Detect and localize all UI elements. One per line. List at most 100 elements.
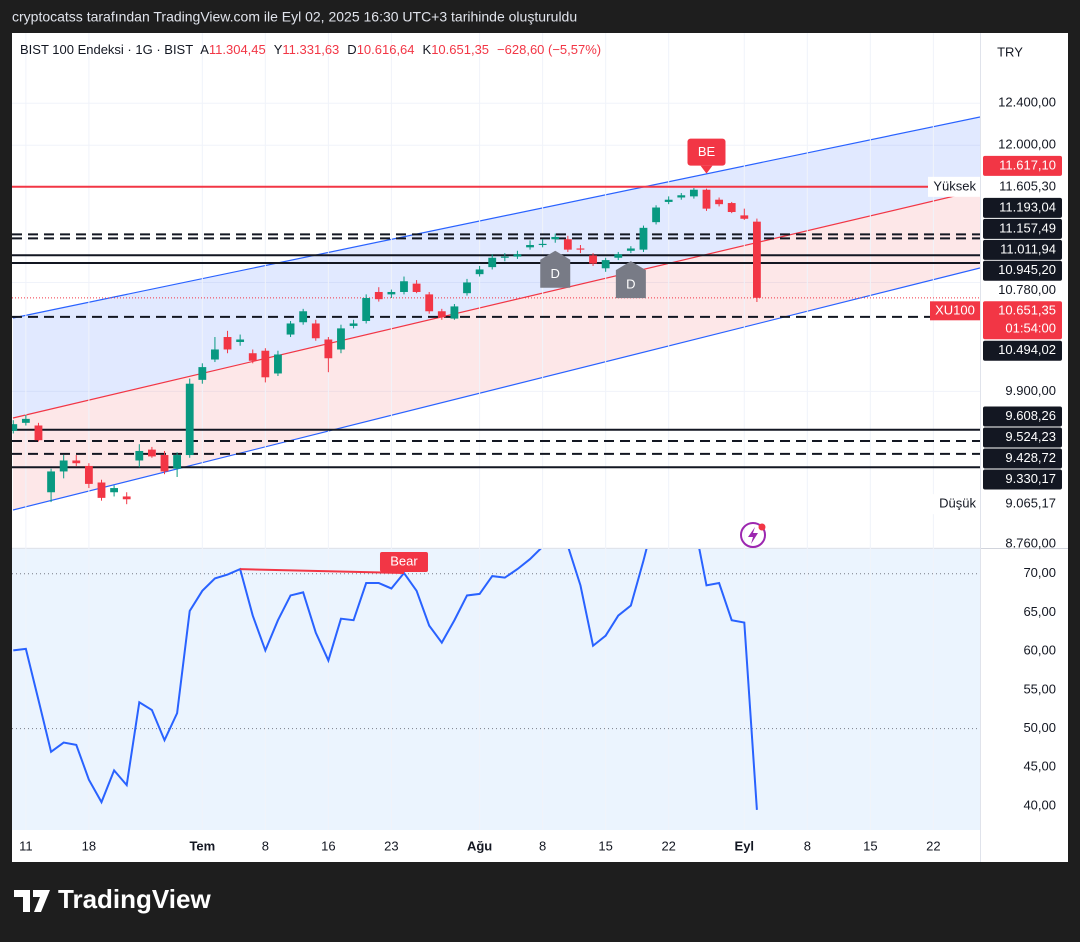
candle-body — [185, 383, 194, 456]
x-tick-label: Ağu — [467, 838, 492, 853]
candle-body — [261, 350, 270, 378]
signal-box — [540, 250, 571, 288]
candle-body — [727, 203, 736, 213]
price-label: 9.330,17 — [1005, 471, 1056, 486]
price-label: 9.608,26 — [1005, 408, 1056, 423]
price-label: 11.193,04 — [999, 199, 1056, 214]
rsi-background — [12, 549, 980, 830]
candle-body — [286, 323, 295, 335]
y-tick-label: 12.400,00 — [998, 95, 1056, 110]
candle-body — [551, 236, 560, 240]
candle-body — [500, 256, 509, 258]
currency: TRY — [997, 44, 1023, 59]
change: −628,60 (−5,57%) — [497, 42, 601, 57]
event-bolt — [748, 527, 758, 544]
rsi-line — [13, 549, 758, 810]
price-label: 11.011,94 — [1000, 241, 1056, 256]
ohlc-value: 10.651,35 — [431, 42, 489, 57]
price-label-box — [983, 406, 1062, 427]
y-tick-label: 12.000,00 — [998, 137, 1056, 152]
ohlc-key: D — [347, 42, 356, 57]
x-tick-label: 16 — [321, 838, 335, 853]
candle-body — [526, 245, 534, 248]
candle-body — [400, 281, 408, 292]
candle-body — [437, 311, 446, 318]
signal-label: D — [626, 277, 635, 292]
x-tick-label: 15 — [598, 838, 612, 853]
candle-body — [324, 339, 333, 359]
candle-body — [488, 257, 497, 268]
price-label: 9.428,72 — [1005, 450, 1056, 465]
marker-name-box — [928, 494, 980, 515]
rsi-tick-label: 60,00 — [1023, 643, 1056, 658]
chart-title: BIST 100 Endeksi · 1G · BIST A11.304,45 Y1… — [20, 42, 601, 57]
candle-body — [248, 353, 257, 361]
candle-body — [84, 465, 93, 484]
ohlc-value: 11.331,63 — [282, 42, 339, 57]
y-tick-label: 8.760,00 — [1005, 535, 1056, 550]
rsi-tick-label: 45,00 — [1023, 759, 1056, 774]
channel-upper-fill — [13, 117, 980, 418]
ohlc-key: A — [200, 42, 209, 57]
rsi-pane — [12, 549, 980, 810]
candle-body — [614, 254, 623, 258]
y-tick-label: 10.780,00 — [998, 282, 1056, 297]
candle-body — [223, 337, 232, 350]
candle-body — [752, 221, 761, 298]
event-icon[interactable] — [740, 522, 766, 548]
divergence-label: Bear — [390, 553, 418, 568]
x-tick-label: 18 — [82, 838, 96, 853]
candle-body — [639, 227, 648, 250]
logo-text: TradingView — [58, 884, 211, 914]
candle-body — [236, 339, 245, 342]
price-label: 11.157,49 — [999, 220, 1056, 235]
signal-pointer — [700, 165, 713, 174]
price-label-box — [983, 239, 1062, 260]
marker-value: 11.605,30 — [999, 178, 1056, 193]
candle-body — [475, 269, 484, 275]
price-label-box — [983, 218, 1062, 239]
marker-name: Yüksek — [933, 178, 976, 193]
candle-body — [147, 449, 156, 457]
marker-value: 9.065,17 — [1005, 496, 1056, 511]
price-label-box — [983, 427, 1062, 448]
x-tick-label: Eyl — [735, 838, 755, 853]
candle-body — [563, 239, 572, 250]
candle-body — [715, 199, 724, 205]
candle-body — [702, 189, 711, 209]
candle-body — [463, 282, 471, 294]
candle-body — [135, 450, 144, 461]
candle-body — [72, 460, 81, 464]
price-pane: BE D D — [12, 138, 980, 505]
candle-body — [689, 189, 698, 197]
x-tick-label: 8 — [539, 838, 546, 853]
marker-name-box — [928, 176, 980, 197]
candle-body — [387, 291, 396, 295]
candle-body — [274, 354, 282, 374]
header: cryptocatss tarafından TradingView.com i… — [12, 9, 577, 25]
logo: TradingView — [14, 884, 211, 914]
candle-body — [12, 424, 18, 431]
price-label: 10.494,02 — [998, 342, 1056, 357]
candle-body — [412, 283, 421, 292]
candle-body — [425, 294, 434, 312]
ohlc-key: Y — [274, 42, 283, 57]
candle-body — [21, 418, 30, 423]
candle-body — [740, 215, 749, 219]
rsi-tick-label: 70,00 — [1023, 565, 1056, 580]
rsi-tick-label: 55,00 — [1023, 681, 1056, 696]
y-tick-label: 9.900,00 — [1005, 383, 1056, 398]
rsi-tick-label: 40,00 — [1023, 797, 1056, 812]
channel-lower — [12, 267, 980, 511]
ohlc-legend: A11.304,45 Y11.331,63 D10.616,64 K10.651,35 — [200, 42, 489, 57]
candle-body — [349, 323, 358, 326]
event-dot — [758, 523, 766, 531]
divergence-box — [379, 552, 428, 572]
title: BIST 100 Endeksi · 1G · BIST — [20, 42, 193, 57]
x-tick-label: 23 — [384, 838, 398, 853]
candle-body — [513, 254, 522, 257]
price-axis: 70,00 65,00 60,00 55,00 50,00 45,00 40,00 12.40… — [928, 95, 1062, 812]
x-tick-label: 22 — [926, 838, 940, 853]
